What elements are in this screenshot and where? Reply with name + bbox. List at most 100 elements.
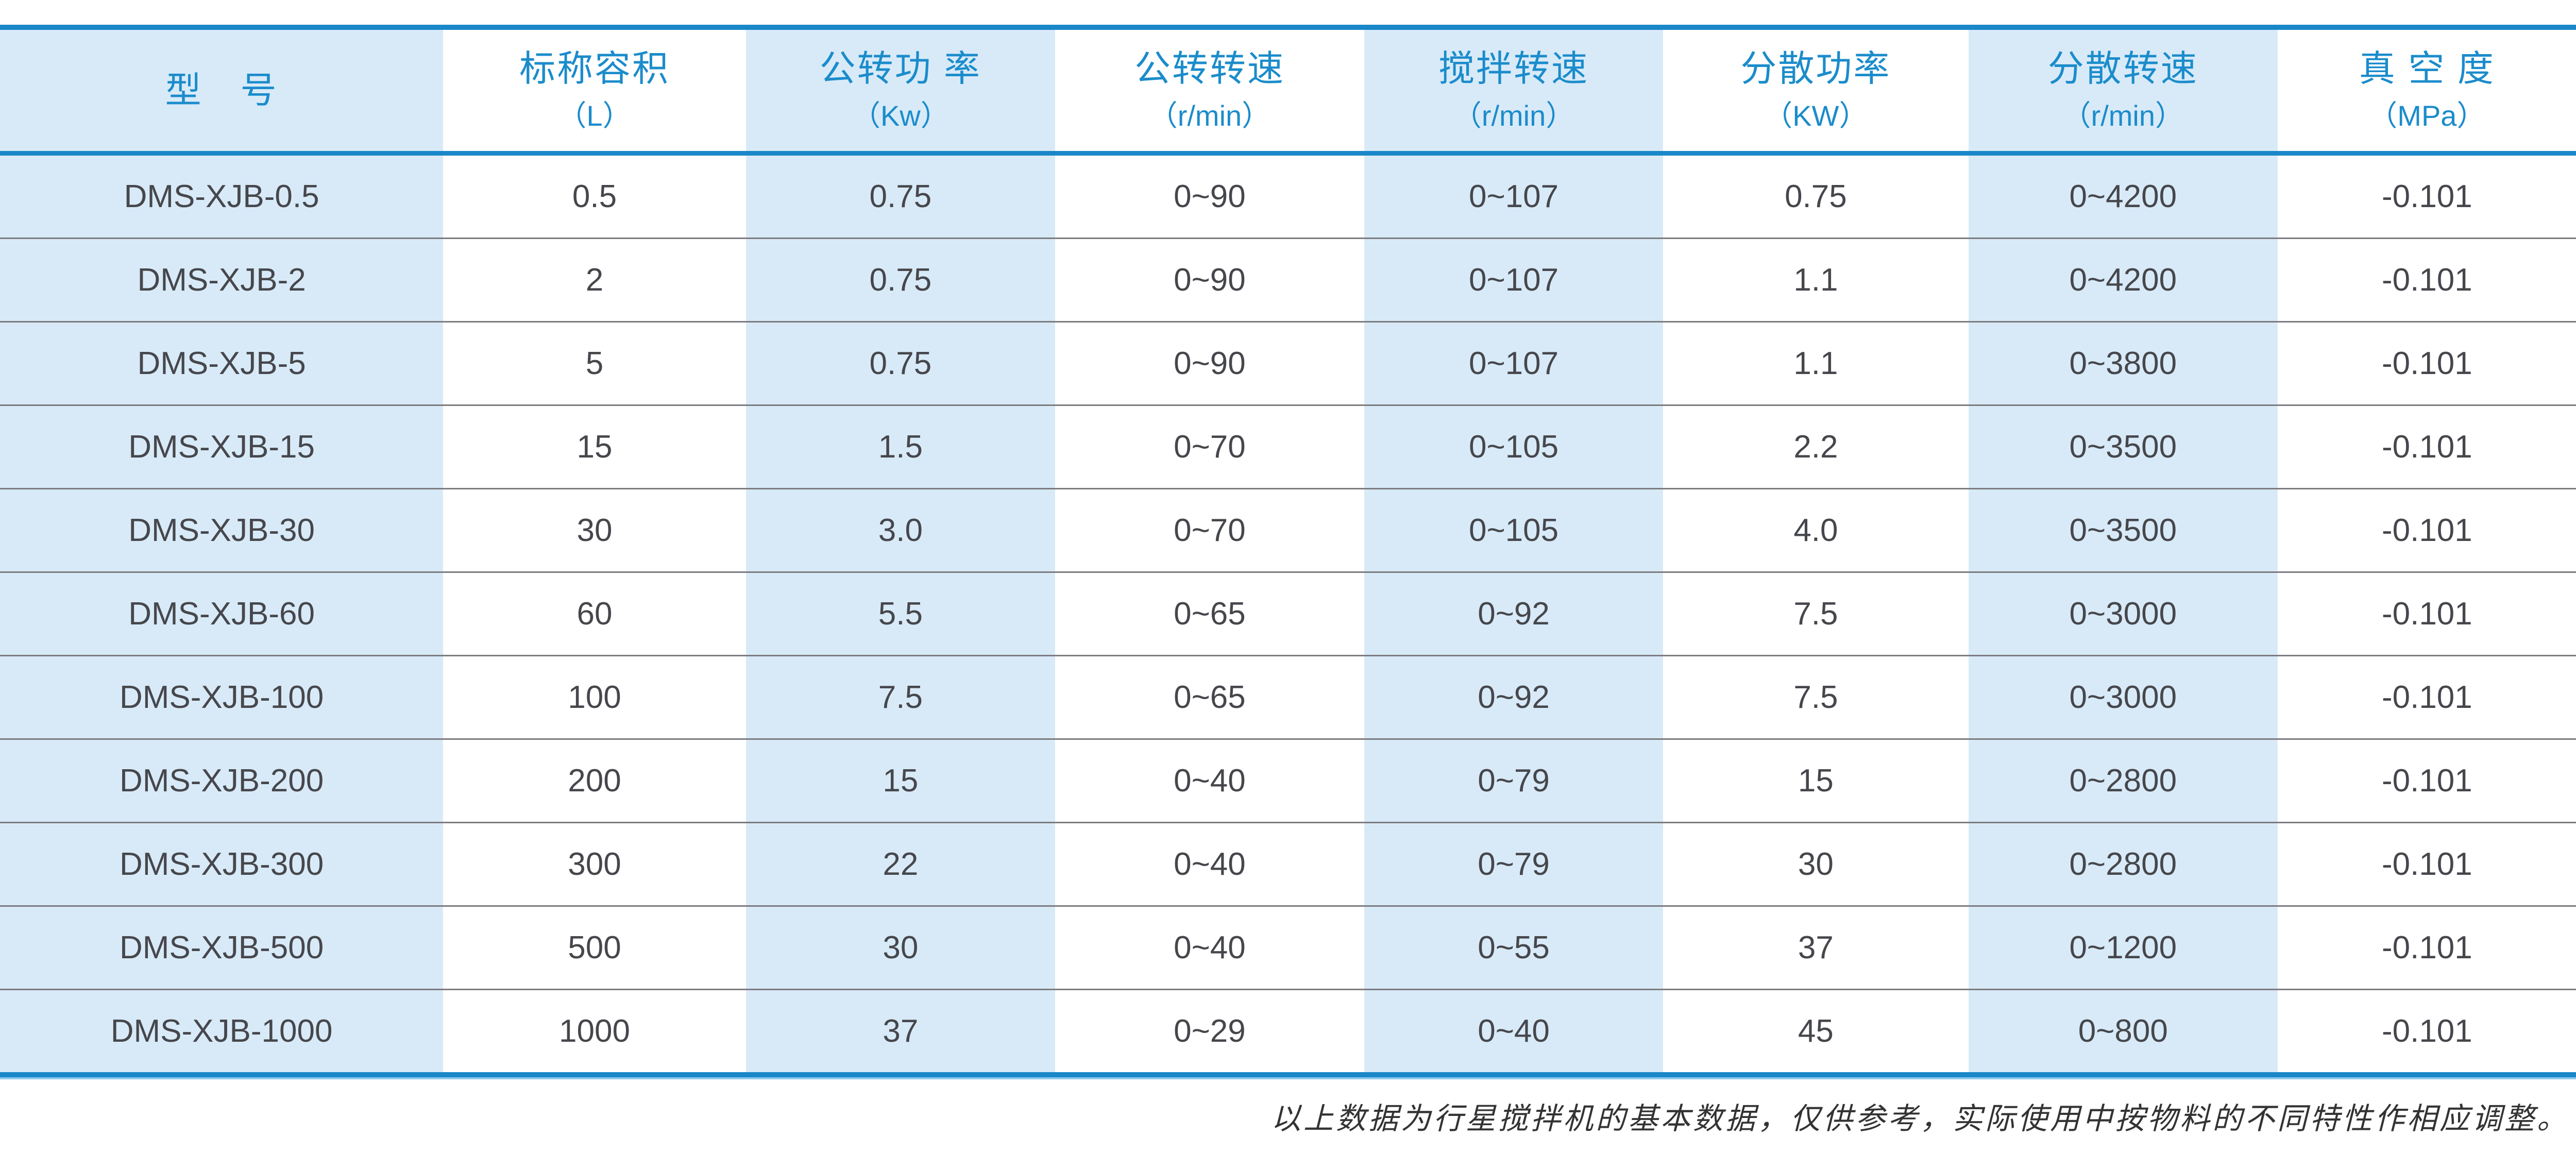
value-cell: 7.5: [1793, 596, 1838, 632]
header-unit: （r/min）: [1452, 99, 1575, 132]
model-cell: DMS-XJB-2: [0, 239, 444, 321]
value-cell: 0~3500: [1968, 406, 2278, 488]
header-cell-5: 分散功率 （KW）: [1663, 30, 1969, 151]
value-cell: -0.101: [2381, 346, 2472, 381]
value-cell: 0~40: [1174, 846, 1246, 882]
table-bottom-border: [0, 1072, 2576, 1077]
value-cell: 0.75: [745, 156, 1055, 238]
value-cell: -0.101: [2381, 930, 2472, 965]
table-row: DMS-XJB-100 100 7.5 0~65 0~92 7.5 0~3000 -0.101: [0, 655, 2576, 738]
value-cell: -0.101: [2381, 763, 2472, 799]
value-cell: 0~1200: [1968, 907, 2278, 989]
table-top-border: [0, 25, 2576, 30]
table-row: DMS-XJB-300 300 22 0~40 0~79 30 0~2800 -0.101: [0, 822, 2576, 905]
value-cell: 300: [568, 846, 621, 882]
table-row: DMS-XJB-0.5 0.5 0.75 0~90 0~107 0.75 0~4200 -0.…: [0, 156, 2576, 238]
value-cell: 2: [585, 262, 604, 298]
value-cell: 7.5: [745, 656, 1055, 738]
value-cell: 0~107: [1364, 156, 1664, 238]
header-unit: （MPa）: [2368, 99, 2486, 132]
table-row: DMS-XJB-200 200 15 0~40 0~79 15 0~2800 -0.101: [0, 738, 2576, 822]
value-cell: 22: [745, 823, 1055, 905]
value-cell: 60: [577, 596, 613, 632]
value-cell: 0~92: [1364, 573, 1664, 655]
value-cell: 5.5: [745, 573, 1055, 655]
header-cell-2: 公转功 率 （Kw）: [745, 30, 1055, 151]
value-cell: 0.75: [745, 323, 1055, 404]
header-unit: （KW）: [1764, 99, 1868, 132]
header-cell-6: 分散转速 （r/min）: [1968, 30, 2278, 151]
value-cell: 1.1: [1793, 262, 1838, 298]
table-row: DMS-XJB-5 5 0.75 0~90 0~107 1.1 0~3800 -0.101: [0, 321, 2576, 404]
value-cell: 0~105: [1364, 489, 1664, 571]
model-cell: DMS-XJB-0.5: [0, 156, 444, 238]
value-cell: 0.75: [1785, 179, 1847, 214]
value-cell: 0~2800: [1968, 740, 2278, 822]
table-body: DMS-XJB-0.5 0.5 0.75 0~90 0~107 0.75 0~4200 -0.…: [0, 156, 2576, 1072]
header-title: 分散功率: [1740, 48, 1891, 89]
value-cell: 37: [745, 990, 1055, 1072]
value-cell: 15: [577, 429, 613, 465]
model-cell: DMS-XJB-60: [0, 573, 444, 655]
value-cell: 30: [1798, 846, 1834, 882]
value-cell: 0~90: [1174, 179, 1246, 214]
header-row: 型 号 标称容积 （L） 公转功 率 （Kw） 公转转速 （r/min） 搅拌转速 （r/min…: [0, 30, 2576, 151]
table-row: DMS-XJB-1000 1000 37 0~29 0~40 45 0~800 -0.101: [0, 989, 2576, 1072]
table-row: DMS-XJB-15 15 1.5 0~70 0~105 2.2 0~3500 -0.101: [0, 404, 2576, 488]
value-cell: -0.101: [2381, 680, 2472, 715]
header-cell-1: 标称容积 （L）: [443, 30, 746, 151]
model-cell: DMS-XJB-30: [0, 489, 444, 571]
value-cell: -0.101: [2381, 846, 2472, 882]
value-cell: 0~107: [1364, 323, 1664, 404]
table-row: DMS-XJB-500 500 30 0~40 0~55 37 0~1200 -0.101: [0, 905, 2576, 989]
header-title: 型 号: [165, 70, 278, 110]
value-cell: -0.101: [2381, 513, 2472, 548]
table-row: DMS-XJB-60 60 5.5 0~65 0~92 7.5 0~3000 -0.101: [0, 571, 2576, 655]
model-cell: DMS-XJB-100: [0, 656, 444, 738]
value-cell: 0~4200: [1968, 156, 2278, 238]
value-cell: 0~65: [1174, 596, 1246, 632]
value-cell: 0~79: [1364, 740, 1664, 822]
model-cell: DMS-XJB-5: [0, 323, 444, 404]
header-unit: （Kw）: [851, 99, 950, 132]
value-cell: 0~4200: [1968, 239, 2278, 321]
value-cell: 15: [745, 740, 1055, 822]
value-cell: 7.5: [1793, 680, 1838, 715]
value-cell: 45: [1798, 1013, 1834, 1049]
value-cell: 0~107: [1364, 239, 1664, 321]
value-cell: -0.101: [2381, 262, 2472, 298]
value-cell: 0~3500: [1968, 489, 2278, 571]
value-cell: 37: [1798, 930, 1834, 965]
header-unit: （r/min）: [2062, 99, 2184, 132]
value-cell: 200: [568, 763, 621, 799]
value-cell: 1.1: [1793, 346, 1838, 381]
value-cell: 0~90: [1174, 262, 1246, 298]
model-cell: DMS-XJB-500: [0, 907, 444, 989]
value-cell: 0.5: [572, 179, 617, 214]
top-margin: [0, 0, 2576, 25]
header-title: 搅拌转速: [1438, 48, 1589, 89]
value-cell: 15: [1798, 763, 1834, 799]
value-cell: 0~79: [1364, 823, 1664, 905]
value-cell: -0.101: [2381, 596, 2472, 632]
value-cell: 0~800: [1968, 990, 2278, 1072]
value-cell: 0~3000: [1968, 656, 2278, 738]
value-cell: 0~2800: [1968, 823, 2278, 905]
value-cell: 30: [577, 513, 613, 548]
value-cell: 3.0: [745, 489, 1055, 571]
value-cell: 0.75: [745, 239, 1055, 321]
value-cell: 0~29: [1174, 1013, 1246, 1049]
table-row: DMS-XJB-30 30 3.0 0~70 0~105 4.0 0~3500 -0.101: [0, 488, 2576, 571]
value-cell: 4.0: [1793, 513, 1838, 548]
value-cell: 100: [568, 680, 621, 715]
header-bottom-border: [0, 151, 2576, 156]
table-bottom-border-accent: [0, 1077, 2576, 1079]
value-cell: 0~40: [1364, 990, 1664, 1072]
table-row: DMS-XJB-2 2 0.75 0~90 0~107 1.1 0~4200 -0.101: [0, 238, 2576, 321]
value-cell: 0~70: [1174, 513, 1246, 548]
value-cell: -0.101: [2381, 179, 2472, 214]
value-cell: 0~70: [1174, 429, 1246, 465]
value-cell: 0~90: [1174, 346, 1246, 381]
value-cell: 0~92: [1364, 656, 1664, 738]
